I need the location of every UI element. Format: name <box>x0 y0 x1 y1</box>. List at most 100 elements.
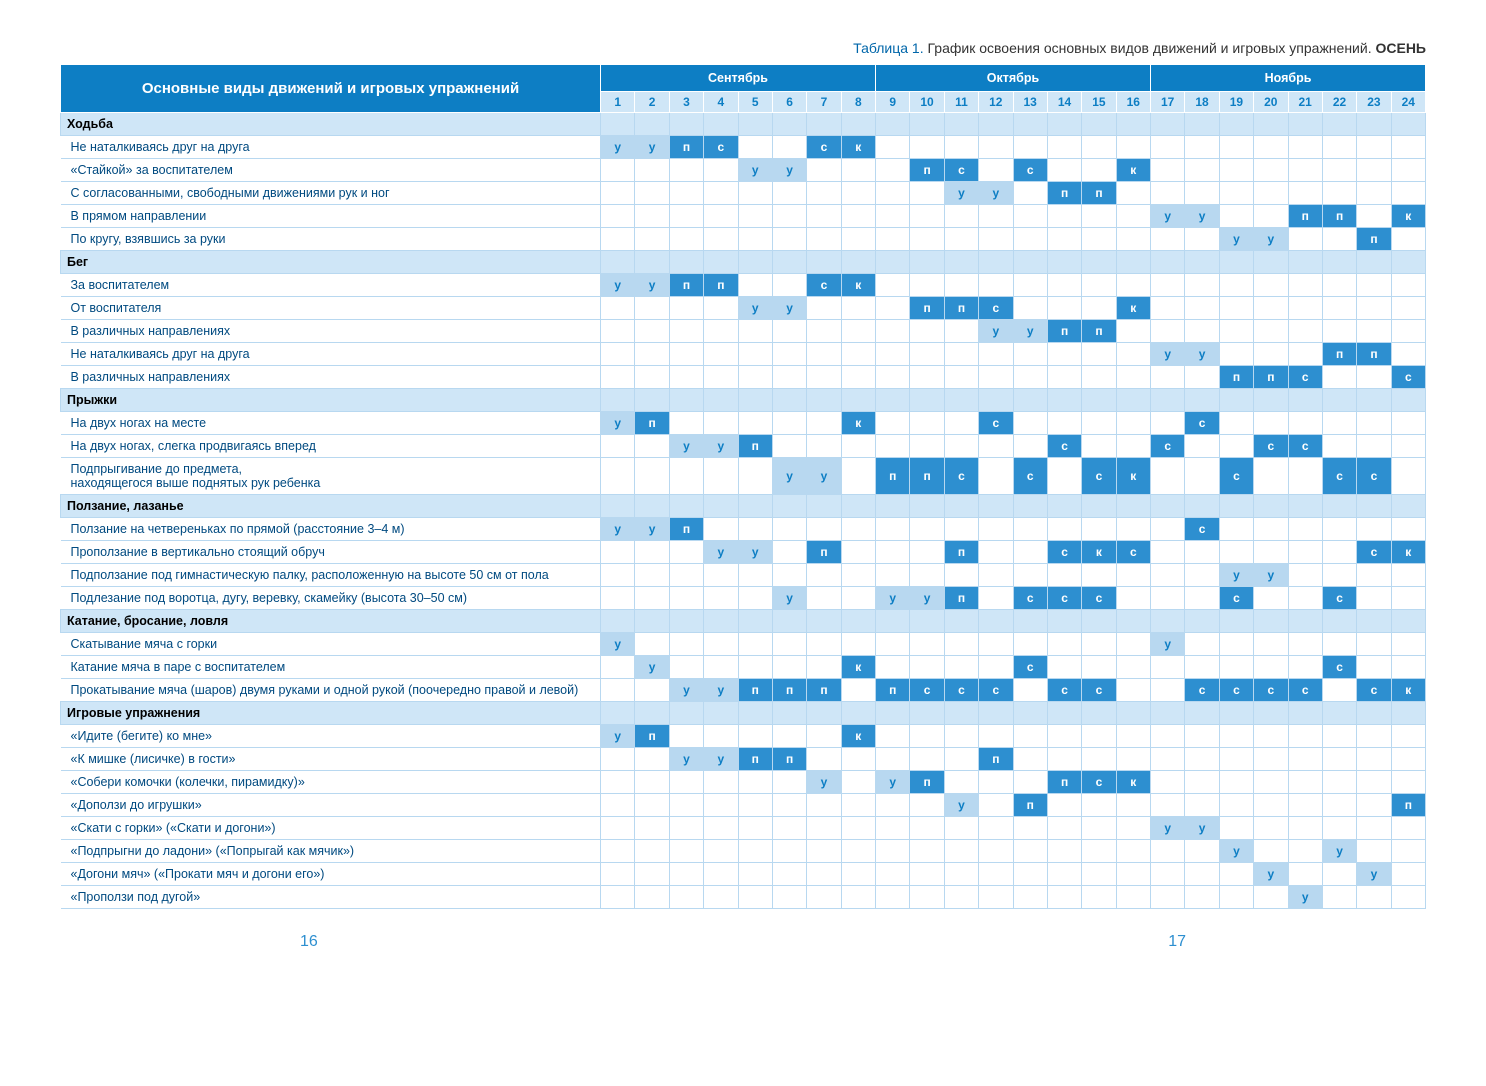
cell <box>1254 725 1288 748</box>
cell: п <box>910 297 944 320</box>
cell <box>807 564 841 587</box>
cell <box>1288 840 1322 863</box>
cell <box>704 366 738 389</box>
cell <box>1116 495 1150 518</box>
cell <box>1116 725 1150 748</box>
cell <box>669 886 703 909</box>
cell <box>669 817 703 840</box>
data-row: Не наталкиваясь друг на другауупсск <box>61 136 1426 159</box>
cell <box>772 725 806 748</box>
cell <box>1219 518 1253 541</box>
cell <box>1013 771 1047 794</box>
cell <box>772 274 806 297</box>
cell: с <box>1151 435 1185 458</box>
cell <box>1357 702 1391 725</box>
cell <box>1219 320 1253 343</box>
cell <box>704 863 738 886</box>
cell <box>979 159 1013 182</box>
cell: к <box>841 136 875 159</box>
cell: с <box>1357 458 1391 495</box>
cell <box>807 228 841 251</box>
cell <box>738 587 772 610</box>
cell <box>669 610 703 633</box>
cell <box>772 840 806 863</box>
cell <box>738 564 772 587</box>
cell <box>738 656 772 679</box>
cell: у <box>979 320 1013 343</box>
cell <box>841 366 875 389</box>
cell <box>1185 136 1219 159</box>
cell <box>1288 702 1322 725</box>
cell: к <box>841 725 875 748</box>
cell <box>979 702 1013 725</box>
cell <box>1288 633 1322 656</box>
cell <box>1116 886 1150 909</box>
cell <box>910 343 944 366</box>
cell <box>944 228 978 251</box>
cell <box>772 817 806 840</box>
data-row: Подлезание под воротца, дугу, веревку, с… <box>61 587 1426 610</box>
cell <box>841 863 875 886</box>
cell <box>876 794 910 817</box>
cell <box>979 518 1013 541</box>
cell <box>807 633 841 656</box>
cell: у <box>704 541 738 564</box>
cell <box>601 610 635 633</box>
page-right: 17 <box>1168 933 1186 951</box>
cell <box>772 320 806 343</box>
cell <box>772 113 806 136</box>
section-row: Катание, бросание, ловля <box>61 610 1426 633</box>
cell <box>1288 297 1322 320</box>
cell <box>1116 113 1150 136</box>
cell <box>1288 794 1322 817</box>
cell <box>1391 389 1425 412</box>
week-number: 1 <box>601 92 635 113</box>
cell <box>1082 366 1116 389</box>
cell <box>1185 251 1219 274</box>
cell <box>807 840 841 863</box>
cell <box>807 297 841 320</box>
cell <box>635 863 669 886</box>
cell <box>876 412 910 435</box>
cell <box>704 633 738 656</box>
cell <box>807 320 841 343</box>
cell <box>1151 564 1185 587</box>
cell <box>1254 541 1288 564</box>
cell: у <box>944 182 978 205</box>
data-row: «Скати с горки» («Скати и догони»)уу <box>61 817 1426 840</box>
cell <box>1322 725 1356 748</box>
cell: у <box>772 458 806 495</box>
cell <box>1047 458 1081 495</box>
cell <box>669 113 703 136</box>
cell <box>1288 389 1322 412</box>
week-number: 3 <box>669 92 703 113</box>
cell <box>979 389 1013 412</box>
cell <box>1254 297 1288 320</box>
cell <box>601 587 635 610</box>
cell <box>1047 656 1081 679</box>
cell <box>910 205 944 228</box>
cell <box>1391 587 1425 610</box>
cell <box>1116 228 1150 251</box>
cell <box>635 886 669 909</box>
cell <box>841 702 875 725</box>
cell <box>910 564 944 587</box>
week-number: 5 <box>738 92 772 113</box>
cell <box>944 495 978 518</box>
cell <box>601 794 635 817</box>
cell: п <box>1047 771 1081 794</box>
cell <box>1254 251 1288 274</box>
cell <box>1322 159 1356 182</box>
cell: к <box>1116 771 1150 794</box>
cell <box>1254 587 1288 610</box>
cell <box>1047 817 1081 840</box>
cell <box>635 389 669 412</box>
cell <box>876 702 910 725</box>
cell: с <box>1013 159 1047 182</box>
cell <box>1288 817 1322 840</box>
cell <box>1254 886 1288 909</box>
cell <box>1013 564 1047 587</box>
cell <box>910 412 944 435</box>
cell <box>1082 610 1116 633</box>
cell <box>1322 633 1356 656</box>
